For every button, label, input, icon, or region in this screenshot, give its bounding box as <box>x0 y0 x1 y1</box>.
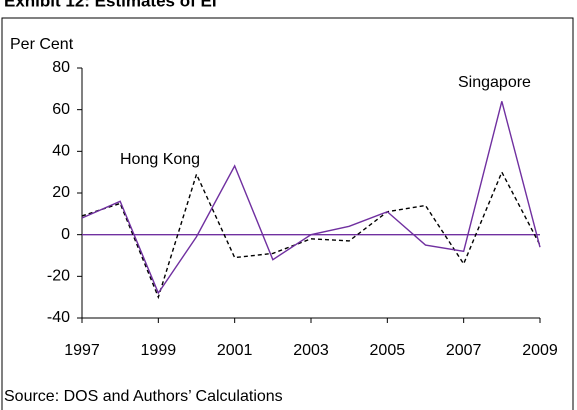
y-tick-label: -20 <box>47 268 70 285</box>
chart-frame <box>1 17 574 410</box>
x-tick-label: 1997 <box>64 342 100 359</box>
x-tick-label: 2003 <box>293 342 329 359</box>
y-tick-label: 20 <box>52 184 70 201</box>
y-tick-label: 40 <box>52 143 70 160</box>
series-line <box>81 101 541 295</box>
chart-title: Exhibit 12: Estimates of EI <box>4 0 217 10</box>
y-tick-label: -40 <box>47 309 70 326</box>
y-tick-label: 0 <box>61 226 70 243</box>
x-tick-label: 2001 <box>217 342 253 359</box>
y-axis-label: Per Cent <box>10 36 74 53</box>
series-label: Hong Kong <box>120 151 200 168</box>
series-line <box>81 170 541 300</box>
x-tick-label: 1999 <box>141 342 177 359</box>
series-label: Singapore <box>458 74 531 91</box>
x-tick-label: 2009 <box>522 342 558 359</box>
y-tick-label: 60 <box>52 101 70 118</box>
source-note: Source: DOS and Authors’ Calculations <box>4 388 283 405</box>
y-tick-label: 80 <box>52 59 70 76</box>
x-tick-label: 2007 <box>446 342 482 359</box>
x-tick-label: 2005 <box>370 342 406 359</box>
